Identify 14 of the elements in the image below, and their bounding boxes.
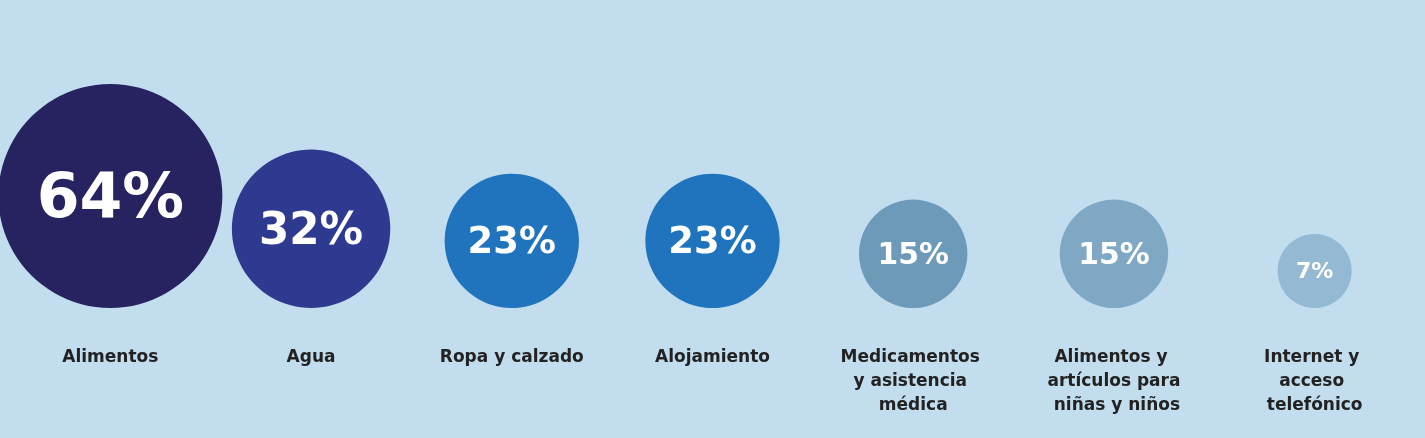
category-label: Alimentos y artículos para niñas y niños — [1047, 346, 1181, 414]
data-label: 64% — [36, 160, 185, 232]
data-label: 15% — [877, 236, 949, 272]
data-label: 7% — [1295, 258, 1334, 284]
category-label: Medicamentos y asistencia médica — [840, 346, 986, 414]
data-label: 23% — [668, 219, 757, 263]
category-label: Internet y acceso telefónico — [1264, 346, 1366, 414]
category-label: Alojamiento — [655, 346, 770, 366]
data-label: 15% — [1078, 236, 1150, 272]
data-label: 32% — [258, 203, 364, 254]
category-label: Alimentos — [62, 346, 159, 366]
category-label: Agua — [286, 346, 336, 366]
data-label: 23% — [467, 219, 556, 263]
category-label: Ropa y calzado — [439, 346, 584, 366]
